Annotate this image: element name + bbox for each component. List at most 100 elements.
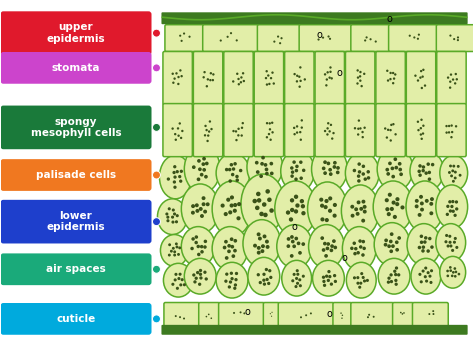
FancyBboxPatch shape xyxy=(284,51,314,105)
Circle shape xyxy=(357,133,359,136)
Circle shape xyxy=(200,245,203,248)
Circle shape xyxy=(166,215,169,219)
Circle shape xyxy=(450,136,453,138)
Circle shape xyxy=(323,284,326,287)
FancyBboxPatch shape xyxy=(0,11,152,55)
Circle shape xyxy=(174,138,177,141)
Circle shape xyxy=(241,127,243,129)
FancyBboxPatch shape xyxy=(224,104,253,157)
Circle shape xyxy=(259,174,263,178)
Circle shape xyxy=(425,199,429,203)
Circle shape xyxy=(319,198,323,202)
Circle shape xyxy=(224,212,228,216)
Circle shape xyxy=(173,253,176,257)
Circle shape xyxy=(445,125,448,127)
Circle shape xyxy=(455,125,457,127)
Circle shape xyxy=(429,211,433,215)
Ellipse shape xyxy=(161,235,188,266)
Circle shape xyxy=(394,73,396,76)
Circle shape xyxy=(356,282,359,285)
Circle shape xyxy=(353,241,356,245)
Circle shape xyxy=(374,40,377,43)
Circle shape xyxy=(388,193,392,197)
Circle shape xyxy=(224,279,228,283)
Circle shape xyxy=(290,208,294,212)
Circle shape xyxy=(446,131,448,134)
Circle shape xyxy=(233,203,237,207)
Circle shape xyxy=(390,124,392,126)
Ellipse shape xyxy=(216,262,248,298)
Circle shape xyxy=(175,246,178,248)
Circle shape xyxy=(269,122,271,125)
Circle shape xyxy=(230,32,232,34)
Text: o: o xyxy=(341,253,347,263)
Circle shape xyxy=(191,237,195,241)
Circle shape xyxy=(235,130,237,133)
Circle shape xyxy=(427,271,429,274)
Circle shape xyxy=(356,69,359,72)
Circle shape xyxy=(363,205,366,209)
Circle shape xyxy=(429,202,433,206)
Circle shape xyxy=(329,71,332,73)
Circle shape xyxy=(179,316,181,318)
Circle shape xyxy=(199,273,202,276)
FancyBboxPatch shape xyxy=(0,159,152,191)
Circle shape xyxy=(333,161,337,165)
Circle shape xyxy=(167,178,170,181)
Circle shape xyxy=(392,72,394,74)
Circle shape xyxy=(262,202,266,207)
Circle shape xyxy=(271,71,273,74)
Circle shape xyxy=(353,169,356,172)
Text: o: o xyxy=(317,30,322,40)
Circle shape xyxy=(446,213,449,216)
Ellipse shape xyxy=(308,182,347,235)
Circle shape xyxy=(292,245,296,248)
Circle shape xyxy=(329,172,333,176)
Circle shape xyxy=(336,166,340,170)
Circle shape xyxy=(195,209,200,213)
FancyBboxPatch shape xyxy=(254,104,283,157)
Circle shape xyxy=(265,70,268,72)
Circle shape xyxy=(413,36,415,39)
Circle shape xyxy=(419,195,423,199)
Circle shape xyxy=(227,36,228,38)
Circle shape xyxy=(290,254,293,258)
Circle shape xyxy=(395,197,400,201)
Circle shape xyxy=(363,73,365,75)
Ellipse shape xyxy=(159,155,191,199)
Circle shape xyxy=(398,168,402,171)
Circle shape xyxy=(203,210,207,214)
Circle shape xyxy=(294,195,298,199)
Circle shape xyxy=(328,36,329,38)
Circle shape xyxy=(390,273,393,277)
Circle shape xyxy=(362,200,365,203)
Circle shape xyxy=(262,279,265,282)
Ellipse shape xyxy=(311,146,347,192)
Circle shape xyxy=(153,124,161,131)
Circle shape xyxy=(224,240,228,244)
Circle shape xyxy=(454,214,457,217)
Circle shape xyxy=(457,39,459,41)
Circle shape xyxy=(362,136,364,138)
Circle shape xyxy=(295,203,300,208)
Circle shape xyxy=(225,168,228,171)
Circle shape xyxy=(422,132,424,135)
Circle shape xyxy=(173,186,177,189)
Circle shape xyxy=(452,78,454,81)
Circle shape xyxy=(210,128,213,130)
Circle shape xyxy=(265,278,269,281)
Ellipse shape xyxy=(212,226,248,270)
Circle shape xyxy=(329,66,332,69)
Circle shape xyxy=(327,71,329,73)
Circle shape xyxy=(212,73,215,76)
Circle shape xyxy=(415,199,419,203)
Circle shape xyxy=(323,171,327,175)
Circle shape xyxy=(267,282,270,285)
Ellipse shape xyxy=(406,181,444,233)
Circle shape xyxy=(273,82,275,85)
Circle shape xyxy=(195,235,198,239)
Circle shape xyxy=(205,129,208,131)
Circle shape xyxy=(305,314,307,316)
Circle shape xyxy=(253,244,257,248)
Circle shape xyxy=(386,70,389,72)
